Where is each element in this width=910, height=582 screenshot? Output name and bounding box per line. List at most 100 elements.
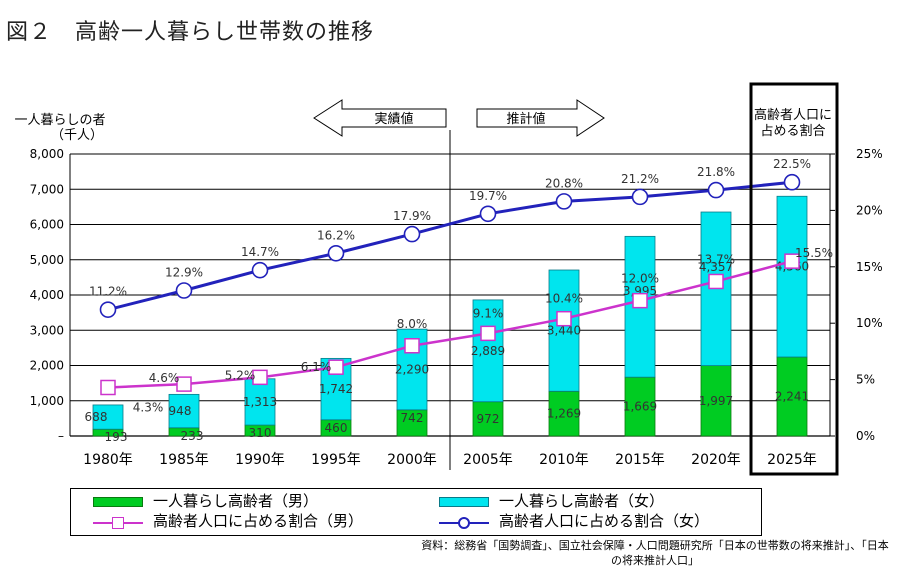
- bar-male-label: 742: [401, 411, 424, 425]
- bar-female-label: 2,889: [471, 344, 505, 358]
- bar-female: [92, 404, 124, 430]
- bar-female-label: 3,440: [547, 324, 581, 338]
- y-tick-label: 1,000: [30, 394, 64, 408]
- marker-male-ratio: [784, 253, 800, 269]
- ratio-male-label: 13.7%: [697, 252, 735, 266]
- arrow-estimate-label: 推計値: [506, 111, 545, 127]
- ratio-male-label: 6.1%: [301, 360, 332, 374]
- legend-item-female-ratio: 高齢者人口に占める割合（女）: [439, 513, 709, 529]
- line-female-ratio: [107, 180, 793, 312]
- marker-male-ratio: [404, 338, 420, 354]
- ratio-male-label: 5.2%: [225, 368, 256, 382]
- y2-axis-title: 高齢者人口に: [754, 107, 832, 123]
- y-tick-label: 3,000: [30, 323, 64, 337]
- ratio-male-label: 8.0%: [397, 317, 428, 331]
- legend-label-female-bar: 一人暮らし高齢者（女）: [499, 492, 665, 510]
- bar-male-label: 193: [105, 430, 128, 444]
- bar-female-label: 4,357: [699, 260, 733, 274]
- y-tick-label: 7,000: [30, 182, 64, 196]
- marker-female-ratio: [707, 181, 725, 199]
- bar-male-label: 1,669: [623, 400, 657, 414]
- highlight-box: [749, 82, 839, 476]
- y2-tick-label: 20%: [856, 203, 883, 217]
- ratio-male-label: 4.6%: [149, 371, 180, 385]
- ratio-male-label: 15.5%: [795, 246, 833, 260]
- bar-female-label: 2,290: [395, 362, 429, 376]
- bar-female: [776, 195, 808, 358]
- marker-male-ratio: [556, 310, 572, 327]
- bar-male-label: 2,241: [775, 390, 809, 404]
- marker-male-ratio: [252, 369, 268, 386]
- x-tick-label: 2020年: [691, 452, 741, 468]
- ratio-female-label: 16.2%: [317, 228, 355, 242]
- chart: 8,000 7,000 6,000 5,000 4,000 3,000 2,000 1,000…: [14, 82, 883, 476]
- marker-male-ratio: [632, 292, 648, 309]
- ratio-male-label: 4.3%: [133, 400, 164, 414]
- bar-female-label: 948: [169, 404, 192, 418]
- bar-male: [776, 356, 808, 437]
- ratio-female-label: 21.2%: [621, 172, 659, 186]
- legend: 一人暮らし高齢者（男） 高齢者人口に占める割合（男） 一人暮らし高齢者（女） 高…: [70, 488, 762, 536]
- ratio-male-label: 10.4%: [545, 292, 583, 306]
- y2-tick-label: 5%: [856, 373, 875, 387]
- y2-tick-label: 0%: [856, 429, 875, 443]
- ratio-female-label: 21.8%: [697, 165, 735, 179]
- bar-female: [168, 393, 200, 429]
- legend-marker-circle: [458, 516, 470, 529]
- bar-female-label: 688: [85, 410, 108, 424]
- y2-tick-label: 15%: [856, 260, 883, 274]
- ratio-female-label: 22.5%: [773, 157, 811, 171]
- bar-male: [700, 365, 732, 437]
- bar-male-label: 310: [249, 426, 272, 440]
- y2-tick-label: 10%: [856, 316, 883, 330]
- legend-swatch-male: [93, 496, 143, 507]
- marker-female-ratio: [555, 193, 573, 210]
- marker-female-ratio: [175, 282, 193, 299]
- bar-male-label: 1,997: [699, 394, 733, 408]
- ratio-female-label: 17.9%: [393, 209, 431, 223]
- y2-tick-label: 25%: [856, 147, 883, 161]
- marker-male-ratio: [480, 325, 496, 342]
- bar-male-label: 972: [477, 412, 500, 426]
- arrow-estimate: [476, 99, 605, 137]
- legend-label-female-ratio: 高齢者人口に占める割合（女）: [499, 512, 710, 530]
- x-tick-label: 2015年: [615, 452, 665, 468]
- bar-male-label: 1,269: [547, 407, 581, 421]
- marker-female-ratio: [327, 244, 345, 262]
- y-tick-label: 6,000: [30, 218, 64, 232]
- marker-male-ratio: [100, 379, 116, 396]
- bar-female-label: 3,995: [623, 284, 657, 298]
- figure-title: 図２ 高齢一人暮らし世帯数の推移: [6, 20, 375, 45]
- source-note: 資料：総務省「国勢調査」、国立社会保障・人口問題研究所「日本の世帯数の将来推計」…: [421, 539, 889, 567]
- x-tick-label: 2000年: [387, 452, 437, 468]
- ratio-female-label: 19.7%: [469, 189, 507, 203]
- bar-male-label: 233: [181, 429, 204, 443]
- legend-label-male-ratio: 高齢者人口に占める割合（男）: [153, 512, 364, 530]
- legend-item-male-bar: 一人暮らし高齢者（男）: [93, 493, 318, 509]
- line-male-ratio: [107, 259, 793, 389]
- marker-male-ratio: [328, 359, 344, 375]
- x-tick-label: 1980年: [83, 452, 133, 468]
- bar-female: [472, 299, 504, 403]
- legend-marker-square: [112, 516, 124, 529]
- y-tick-label: 5,000: [30, 253, 64, 267]
- bar-male: [396, 409, 428, 437]
- marker-male-ratio: [176, 376, 192, 392]
- bar-male: [548, 390, 580, 437]
- bar-female: [244, 378, 276, 426]
- marker-female-ratio: [251, 261, 269, 279]
- marker-female-ratio: [631, 188, 649, 206]
- bar-male: [624, 376, 656, 437]
- marker-female-ratio: [99, 301, 117, 318]
- marker-female-ratio: [783, 173, 801, 191]
- x-tick-label: 2025年: [767, 452, 817, 468]
- x-tick-label: 1995年: [311, 452, 361, 468]
- marker-female-ratio: [403, 225, 421, 243]
- legend-item-male-ratio: 高齢者人口に占める割合（男）: [93, 513, 363, 529]
- y-tick-label: 2,000: [30, 359, 64, 373]
- y-axis-title: 一人暮らしの者: [14, 113, 105, 128]
- y-tick-label: 8,000: [30, 147, 64, 161]
- y-tick-label: –: [58, 429, 64, 443]
- y2-axis-title: 占める割合: [760, 123, 825, 139]
- ratio-male-label: 9.1%: [473, 306, 504, 320]
